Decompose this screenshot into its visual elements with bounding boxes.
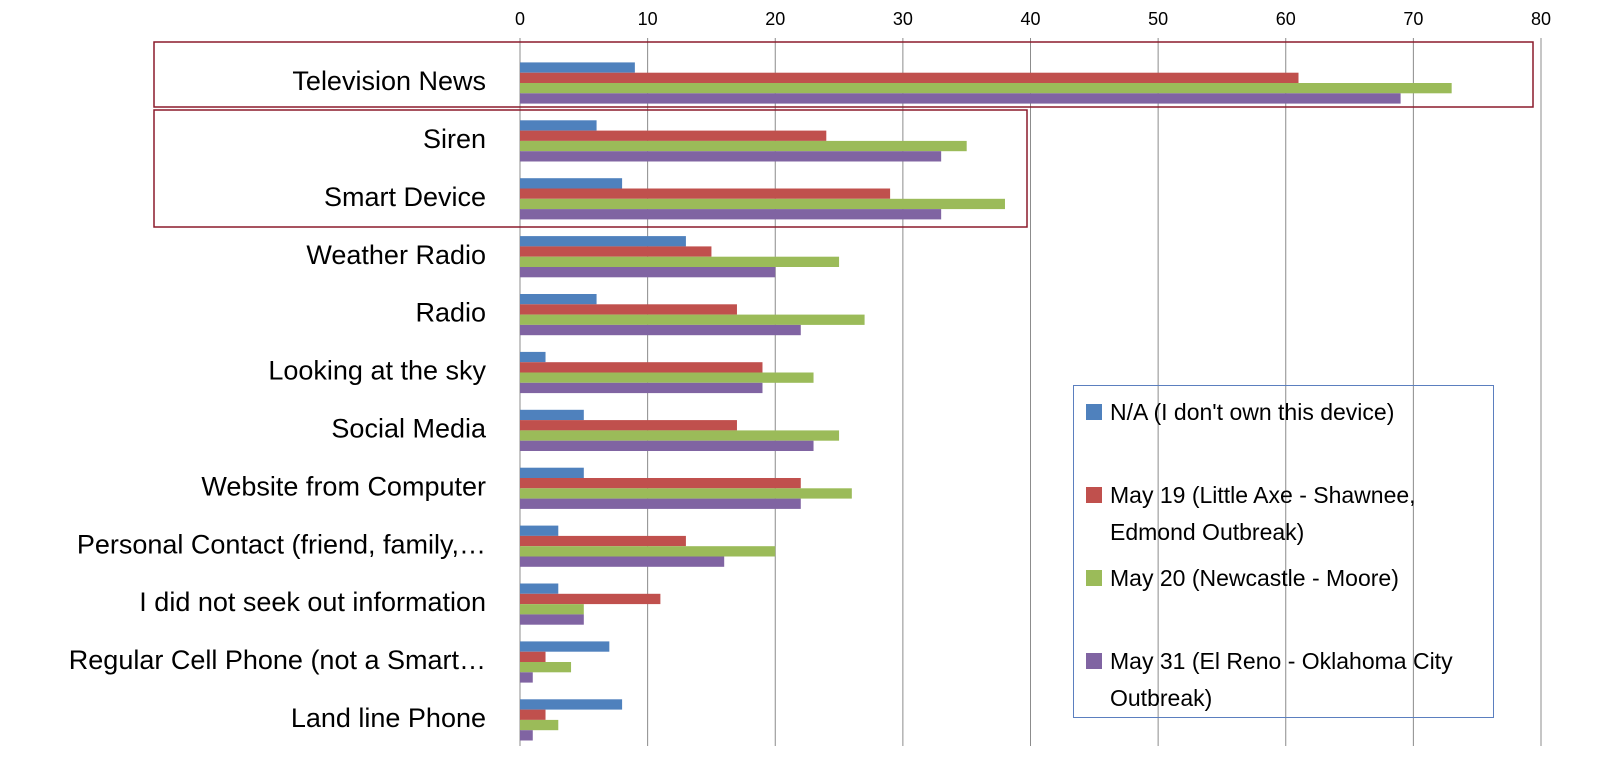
- legend-swatch: [1086, 570, 1102, 586]
- x-tick-label: 50: [1148, 9, 1168, 29]
- y-tick-label: Weather Radio: [306, 240, 486, 270]
- bar: [520, 351, 546, 363]
- y-tick-label: Siren: [423, 124, 486, 154]
- highlight-box: [153, 109, 1028, 228]
- legend-label: May 19 (Little Axe - Shawnee, Edmond Out…: [1110, 482, 1416, 545]
- legend-swatch: [1086, 404, 1102, 420]
- bar: [520, 467, 584, 478]
- bar: [520, 209, 942, 220]
- y-tick-label: Land line Phone: [291, 703, 486, 733]
- bar: [520, 709, 546, 720]
- bar: [520, 672, 533, 683]
- bar: [520, 267, 776, 278]
- y-tick-label: Regular Cell Phone (not a Smart…: [69, 645, 486, 675]
- bar: [520, 641, 610, 652]
- bar: [520, 651, 546, 662]
- bar: [520, 246, 712, 257]
- bar: [520, 382, 763, 394]
- bar: [520, 498, 801, 509]
- bar: [520, 324, 801, 336]
- bar: [520, 699, 623, 710]
- y-tick-label: Looking at the sky: [268, 356, 486, 386]
- x-tick-label: 30: [893, 9, 913, 29]
- bar: [520, 72, 1299, 83]
- bar: [520, 151, 942, 162]
- x-tick-label: 20: [765, 9, 785, 29]
- bar: [520, 583, 559, 594]
- y-tick-label: Social Media: [331, 414, 487, 444]
- bar: [520, 420, 737, 431]
- bar: [520, 120, 597, 131]
- legend-swatch: [1086, 653, 1102, 669]
- legend-swatch: [1086, 487, 1102, 503]
- bar: [520, 236, 686, 247]
- bar: [520, 372, 814, 383]
- bar: [520, 614, 584, 625]
- legend: N/A (I don't own this device) May 19 (Lit…: [1073, 385, 1494, 718]
- y-tick-label: Website from Computer: [201, 471, 486, 501]
- bar: [520, 430, 840, 441]
- highlight-box: [153, 41, 1534, 108]
- bar: [520, 314, 865, 325]
- bar: [520, 488, 852, 499]
- x-tick-label: 60: [1276, 9, 1296, 29]
- bar: [520, 178, 623, 189]
- x-tick-label: 10: [638, 9, 658, 29]
- x-tick-label: 70: [1403, 9, 1423, 29]
- bar: [520, 294, 597, 305]
- bar: [520, 546, 776, 557]
- bar: [520, 409, 584, 421]
- x-tick-label: 40: [1020, 9, 1040, 29]
- bar: [520, 662, 572, 673]
- legend-label: May 31 (El Reno - Oklahoma City Outbreak…: [1110, 648, 1453, 711]
- legend-label: May 20 (Newcastle - Moore): [1110, 565, 1399, 591]
- bar: [520, 719, 559, 731]
- bar: [520, 593, 661, 605]
- y-tick-label: I did not seek out information: [139, 587, 486, 617]
- bar: [520, 140, 967, 152]
- bar: [520, 556, 725, 567]
- bar: [520, 362, 763, 373]
- bar: [520, 93, 1401, 104]
- legend-item: May 20 (Newcastle - Moore): [1086, 560, 1483, 643]
- legend-item: May 19 (Little Axe - Shawnee, Edmond Out…: [1086, 477, 1483, 560]
- legend-item: N/A (I don't own this device): [1086, 394, 1483, 477]
- y-tick-label: Personal Contact (friend, family,…: [77, 529, 486, 559]
- bar: [520, 440, 814, 451]
- legend-item: May 31 (El Reno - Oklahoma City Outbreak…: [1086, 643, 1483, 726]
- bar: [520, 730, 533, 741]
- bar: [520, 256, 840, 267]
- y-tick-label: Television News: [292, 66, 486, 96]
- x-tick-label: 0: [515, 9, 525, 29]
- bar: [520, 525, 559, 536]
- bar: [520, 130, 827, 141]
- legend-label: N/A (I don't own this device): [1110, 399, 1395, 425]
- bar: [520, 304, 737, 315]
- bar: [520, 535, 686, 547]
- y-tick-label: Smart Device: [324, 182, 486, 212]
- bar: [520, 478, 801, 489]
- bar: [520, 188, 891, 199]
- bar: [520, 83, 1452, 94]
- x-tick-label: 80: [1531, 9, 1551, 29]
- bar: [520, 198, 1005, 210]
- bar: [520, 62, 635, 73]
- y-tick-label: Radio: [415, 298, 486, 328]
- bar: [520, 604, 584, 615]
